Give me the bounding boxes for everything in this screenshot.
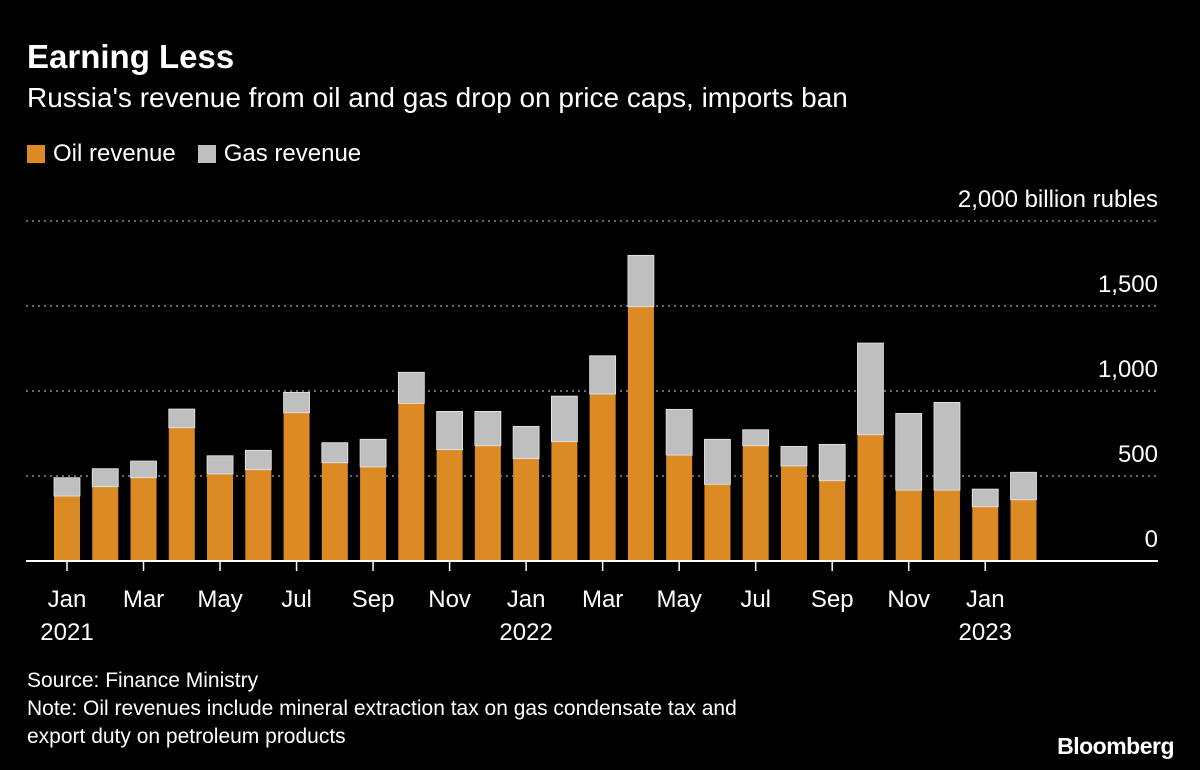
bar-gas [665,408,693,456]
bar-gas [742,429,770,447]
bar-gas [627,254,655,308]
bar-oil [168,427,195,561]
bar-gas [589,355,617,395]
x-tick-label: Jan [507,586,546,613]
x-tick-label: May [197,586,242,613]
legend-label-gas: Gas revenue [223,140,362,167]
bar-oil [819,480,846,561]
bar-oil [857,434,884,561]
bar-oil [54,496,80,561]
bar-oil [398,403,425,561]
bar-oil [436,449,463,561]
y-tick-label: 500 [1118,441,1158,468]
x-tick-label: Mar [582,586,623,613]
bar-oil [551,441,578,561]
bar-gas [971,488,999,508]
bar-oil [92,486,119,561]
bar-oil [1010,499,1037,561]
bar-oil [513,458,540,561]
x-tick-label: Nov [428,586,471,613]
x-tick-label: Jan [48,586,87,613]
note-text-line2: export duty on petroleum products [27,725,346,748]
x-tick-label: Jul [281,586,312,613]
footer: Source: Finance Ministry Note: Oil reven… [27,667,737,751]
bar-gas [857,342,884,436]
chart-title: Earning Less [27,38,235,75]
bar-gas [130,460,157,479]
bar-gas [1010,471,1037,501]
bar-oil [627,306,654,561]
y-tick-label: 0 [1145,526,1158,553]
bar-oil [742,445,769,561]
x-tick-year-label: 2022 [499,619,552,646]
bar-gas [91,468,119,488]
legend-label-oil: Oil revenue [53,140,176,167]
bar-oil [130,477,157,561]
bar-gas [283,391,310,414]
bar-gas [168,408,196,429]
note-text-line1: Note: Oil revenues include mineral extra… [27,697,737,720]
x-tick-label: Sep [352,586,395,613]
bar-oil [207,473,234,561]
y-tick-label: 1,500 [1098,271,1158,298]
y-tick-label: 2,000 billion rubles [958,186,1158,213]
bar-oil [283,412,310,561]
bar-gas [780,446,808,467]
bar-oil [589,394,616,561]
x-tick-label: Jul [740,586,771,613]
x-tick-year-label: 2023 [959,619,1012,646]
bar-gas [512,425,540,460]
bar-oil [972,506,999,561]
bar-gas [321,442,349,464]
bar-gas [704,438,731,485]
x-tick-year-label: 2021 [40,619,93,646]
x-tick-label: Nov [887,586,930,613]
legend-item-oil: Oil revenue [27,140,176,168]
bar-gas [818,443,846,482]
legend-swatch-oil [27,145,45,163]
bar-gas [436,410,464,451]
bar-gas [359,438,387,468]
chart-subtitle: Russia's revenue from oil and gas drop o… [27,82,848,113]
bar-gas [933,401,961,491]
x-tick-label: Sep [811,586,854,613]
bar-oil [933,490,960,561]
bar-gas [550,395,578,443]
bar-oil [895,490,922,561]
bar-oil [321,462,348,561]
legend-item-gas: Gas revenue [197,140,362,168]
legend: Oil revenue Gas revenue [27,140,361,168]
bar-gas [53,477,81,497]
bar-gas [474,410,502,447]
bar-oil [245,469,272,561]
bar-oil [666,455,693,561]
bar-gas [206,455,234,475]
x-tick-label: Jan [966,586,1005,613]
bar-oil [704,484,731,561]
legend-swatch-gas [197,145,216,163]
bar-gas [397,371,425,404]
bar-oil [474,445,501,561]
y-tick-label: 1,000 [1098,356,1158,383]
bar-gas [244,449,272,471]
bar-oil [360,466,387,561]
bar-gas [895,413,923,491]
x-tick-label: May [656,586,701,613]
x-tick-label: Mar [123,586,164,613]
source-text: Source: Finance Ministry [27,669,259,692]
bloomberg-logo: Bloomberg [1057,733,1174,759]
bar-oil [780,465,807,561]
